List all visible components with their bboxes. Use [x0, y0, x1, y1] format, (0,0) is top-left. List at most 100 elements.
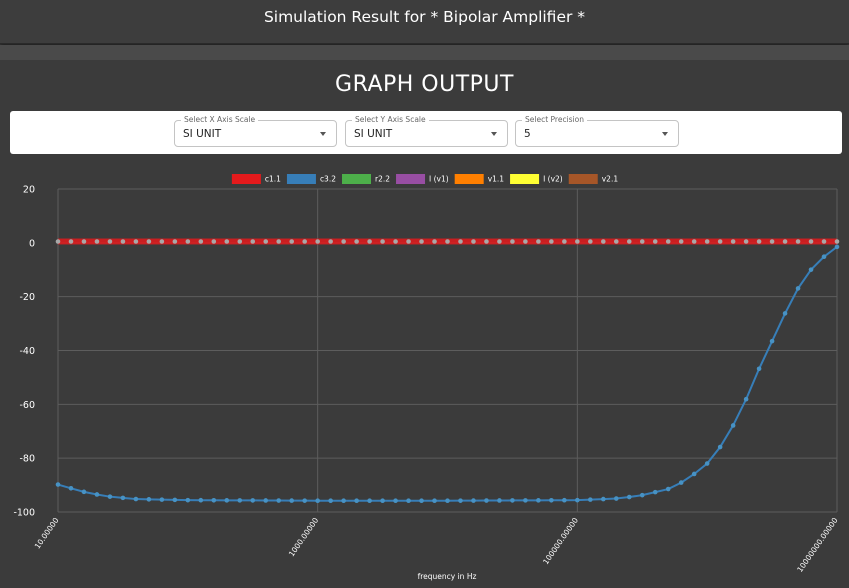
x-axis-scale-select-value: SI UNIT	[183, 128, 222, 140]
data-point	[834, 239, 840, 244]
page-title: Simulation Result for * Bipolar Amplifie…	[263, 8, 586, 26]
data-point	[406, 239, 411, 244]
data-point	[756, 239, 762, 244]
precision-select[interactable]: Select Precision 5	[515, 115, 679, 147]
data-point	[328, 239, 333, 244]
data-point	[704, 239, 710, 244]
data-point	[601, 239, 606, 244]
data-point	[55, 239, 61, 244]
data-point	[562, 497, 567, 503]
data-point	[665, 239, 671, 244]
y-tick-label: 0	[29, 238, 35, 249]
data-point	[613, 496, 619, 501]
data-point	[652, 239, 658, 244]
data-point	[289, 239, 295, 244]
data-point	[133, 239, 139, 244]
data-point	[185, 239, 191, 244]
data-point	[302, 239, 307, 244]
chart-legend[interactable]: c1.1 c3.2 r2.2 I (v1) v1.1 I (v2) v2.1	[231, 174, 619, 184]
data-point	[393, 239, 398, 244]
x-tick-label: 10.00000	[33, 516, 61, 551]
y-tick-label: -80	[19, 454, 35, 465]
data-point	[601, 496, 606, 502]
data-point	[159, 239, 165, 244]
data-point	[432, 498, 437, 503]
data-point	[172, 239, 178, 244]
data-point	[224, 498, 230, 503]
data-point	[81, 489, 87, 495]
data-point	[146, 497, 152, 502]
data-point	[302, 498, 307, 503]
data-point	[588, 497, 593, 502]
data-point	[133, 496, 139, 502]
data-point	[380, 239, 385, 244]
y-tick-label: -20	[19, 292, 35, 303]
data-point	[237, 239, 243, 244]
data-point	[575, 239, 580, 244]
data-point	[730, 423, 736, 428]
legend-label: c3.2	[320, 175, 336, 184]
data-point	[769, 239, 775, 244]
data-point	[120, 239, 126, 244]
data-point	[68, 485, 74, 491]
data-point	[717, 444, 723, 450]
data-point	[445, 498, 450, 503]
data-point	[613, 239, 619, 244]
legend-label: v2.1	[602, 175, 619, 184]
data-point	[263, 239, 269, 244]
legend-swatch	[396, 174, 426, 184]
graph-title: GRAPH OUTPUT	[335, 72, 514, 97]
data-point	[484, 239, 489, 244]
legend-label: r2.2	[375, 175, 390, 184]
data-point	[743, 239, 749, 244]
legend-swatch	[568, 174, 598, 184]
data-point	[808, 239, 814, 244]
series-line-c3.2	[57, 246, 838, 502]
data-point	[198, 239, 204, 244]
data-point	[289, 498, 295, 503]
x-axis-scale-select[interactable]: Select X Axis Scale SI UNIT	[174, 115, 337, 147]
y-axis-scale-select-value: SI UNIT	[354, 128, 393, 140]
data-point	[81, 239, 87, 244]
data-point	[211, 497, 217, 503]
data-point	[341, 498, 346, 503]
data-point	[432, 239, 437, 244]
line-chart: c1.1 c3.2 r2.2 I (v1) v1.1 I (v2) v2.1 20 0 -20 -…	[13, 174, 840, 581]
data-point	[159, 497, 165, 502]
dropdown-caret-icon[interactable]	[320, 132, 326, 136]
data-point	[471, 498, 476, 503]
data-point	[691, 471, 697, 477]
data-point	[419, 498, 424, 503]
legend-swatch	[286, 174, 316, 184]
data-point	[94, 492, 100, 497]
y-tick-label: 20	[23, 185, 35, 196]
data-point	[821, 239, 827, 244]
data-point	[354, 498, 359, 503]
dropdown-caret-icon[interactable]	[662, 132, 668, 136]
data-point	[497, 239, 502, 244]
x-axis-scale-select-label: Select X Axis Scale	[181, 115, 259, 125]
y-axis-scale-select[interactable]: Select Y Axis Scale SI UNIT	[345, 115, 508, 147]
dropdown-caret-icon[interactable]	[491, 132, 497, 136]
data-point	[549, 239, 554, 244]
data-point	[639, 492, 645, 498]
data-point	[315, 498, 320, 503]
x-axis: 10.00000 1000.00000 100000.00000 10000000.0…	[33, 516, 840, 574]
data-point	[315, 239, 320, 244]
data-point	[107, 239, 113, 244]
y-axis: 20 0 -20 -40 -60 -80 -100	[13, 185, 35, 519]
data-point	[380, 498, 385, 503]
header-bar: Simulation Result for * Bipolar Amplifie…	[0, 0, 849, 44]
data-point	[523, 239, 528, 244]
data-point	[185, 497, 191, 503]
data-point	[652, 489, 658, 495]
data-point	[562, 239, 567, 244]
data-point	[588, 239, 593, 244]
data-point	[172, 497, 178, 503]
data-point	[276, 239, 282, 244]
data-point	[834, 244, 840, 250]
data-point	[743, 396, 749, 402]
header-divider-strip	[0, 45, 849, 60]
data-point	[484, 498, 489, 503]
data-point	[445, 239, 450, 244]
